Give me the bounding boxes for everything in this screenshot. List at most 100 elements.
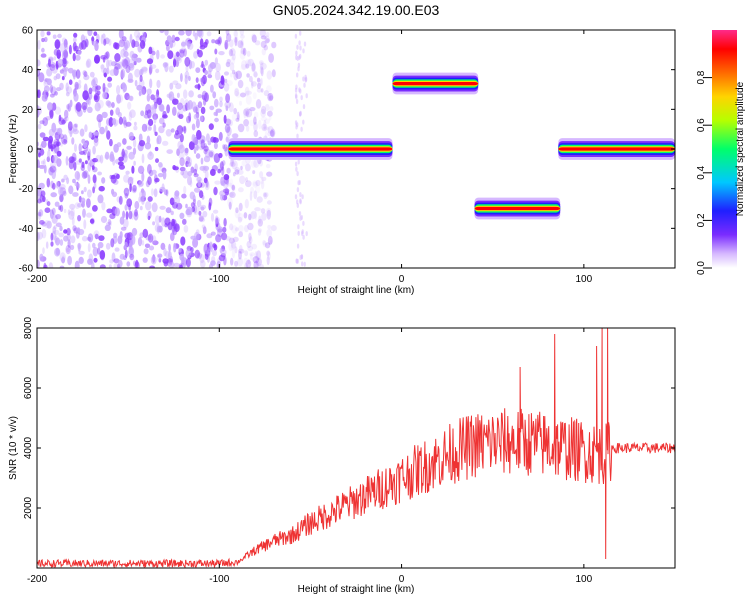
noise-speckle bbox=[256, 77, 261, 83]
noise-speckle bbox=[76, 171, 81, 182]
noise-speckle bbox=[48, 58, 51, 67]
noise-speckle bbox=[230, 184, 235, 190]
noise-speckle bbox=[54, 201, 60, 207]
noise-speckle bbox=[52, 182, 56, 190]
noise-speckle bbox=[78, 79, 82, 85]
noise-speckle bbox=[107, 82, 112, 88]
noise-speckle bbox=[82, 208, 86, 218]
noise-speckle bbox=[195, 153, 201, 159]
noise-speckle bbox=[56, 141, 61, 147]
noise-speckle bbox=[175, 83, 182, 90]
noise-speckle bbox=[183, 48, 187, 57]
noise-speckle bbox=[174, 223, 180, 233]
noise-speckle bbox=[185, 258, 191, 268]
noise-speckle bbox=[231, 53, 236, 61]
noise-speckle bbox=[48, 262, 54, 268]
noise-speckle bbox=[58, 186, 64, 196]
x-tick-label: -200 bbox=[27, 274, 47, 285]
noise-speckle bbox=[226, 119, 233, 127]
noise-speckle bbox=[89, 71, 95, 78]
noise-speckle bbox=[115, 173, 120, 180]
noise-speckle bbox=[77, 242, 82, 250]
noise-speckle bbox=[218, 51, 225, 56]
noise-speckle bbox=[223, 82, 230, 92]
noise-speckle bbox=[177, 109, 184, 115]
noise-speckle bbox=[123, 120, 128, 129]
noise-speckle bbox=[124, 92, 130, 101]
noise-speckle bbox=[118, 156, 124, 162]
noise-speckle bbox=[299, 88, 302, 94]
noise-speckle bbox=[191, 134, 196, 143]
noise-speckle bbox=[223, 174, 230, 181]
noise-speckle bbox=[40, 53, 47, 58]
noise-speckle bbox=[92, 242, 96, 249]
noise-speckle bbox=[236, 92, 241, 98]
noise-speckle bbox=[216, 226, 223, 233]
noise-speckle bbox=[178, 30, 185, 36]
snr-y-axis: 2000 4000 6000 8000 bbox=[23, 316, 675, 519]
noise-speckle bbox=[124, 56, 130, 66]
noise-speckle bbox=[188, 75, 191, 81]
noise-speckle bbox=[39, 253, 44, 262]
noise-speckle bbox=[163, 247, 167, 257]
noise-speckle bbox=[77, 227, 81, 233]
noise-speckle bbox=[299, 198, 302, 204]
noise-speckle bbox=[37, 141, 40, 147]
noise-speckle bbox=[204, 170, 209, 180]
noise-speckle bbox=[159, 117, 165, 125]
colorbar-label: Normalized spectral amplitude bbox=[735, 81, 746, 216]
noise-speckle bbox=[256, 256, 262, 266]
noise-speckle bbox=[131, 53, 138, 62]
noise-speckle bbox=[224, 42, 228, 50]
noise-speckle bbox=[104, 151, 110, 160]
noise-speckle bbox=[41, 140, 47, 148]
noise-speckle bbox=[141, 153, 145, 164]
noise-speckle bbox=[71, 216, 75, 226]
noise-speckle bbox=[254, 210, 258, 220]
noise-speckle bbox=[204, 249, 211, 257]
noise-speckle bbox=[260, 40, 267, 49]
noise-speckle bbox=[54, 91, 58, 96]
noise-speckle bbox=[127, 176, 134, 186]
noise-speckle bbox=[224, 78, 228, 84]
noise-speckle bbox=[256, 87, 262, 93]
noise-speckle bbox=[153, 124, 157, 134]
noise-speckle bbox=[49, 165, 57, 173]
noise-speckle bbox=[43, 85, 50, 93]
noise-speckle bbox=[49, 162, 57, 169]
noise-speckle bbox=[144, 142, 152, 150]
noise-speckle bbox=[245, 59, 252, 68]
noise-speckle bbox=[238, 250, 242, 260]
noise-speckle bbox=[254, 251, 258, 259]
noise-speckle bbox=[297, 62, 301, 68]
noise-speckle bbox=[191, 123, 196, 131]
noise-speckle bbox=[43, 158, 46, 168]
noise-speckle bbox=[211, 39, 216, 44]
noise-speckle bbox=[138, 90, 142, 97]
colorbar-tick-label: 0.4 bbox=[696, 165, 707, 179]
noise-speckle bbox=[123, 174, 130, 183]
noise-speckle bbox=[222, 180, 229, 189]
noise-speckle bbox=[248, 213, 252, 221]
noise-speckle bbox=[150, 94, 156, 101]
noise-speckle bbox=[73, 32, 78, 38]
noise-speckle bbox=[97, 90, 101, 96]
noise-speckle bbox=[237, 257, 244, 267]
noise-speckle bbox=[122, 59, 129, 69]
noise-speckle bbox=[91, 79, 96, 87]
noise-speckle bbox=[205, 180, 210, 188]
signal-segment-3 bbox=[558, 147, 675, 151]
noise-speckle bbox=[235, 227, 239, 232]
noise-speckle bbox=[264, 130, 268, 139]
noise-speckle bbox=[38, 209, 44, 217]
noise-speckle bbox=[97, 99, 104, 109]
noise-speckle bbox=[203, 155, 211, 163]
noise-speckle bbox=[122, 85, 126, 94]
noise-speckle bbox=[63, 174, 68, 181]
noise-speckle bbox=[299, 110, 302, 116]
noise-speckle bbox=[295, 50, 298, 56]
y-tick-label: 20 bbox=[22, 105, 34, 116]
noise-speckle bbox=[269, 240, 273, 244]
noise-speckle bbox=[40, 30, 45, 38]
